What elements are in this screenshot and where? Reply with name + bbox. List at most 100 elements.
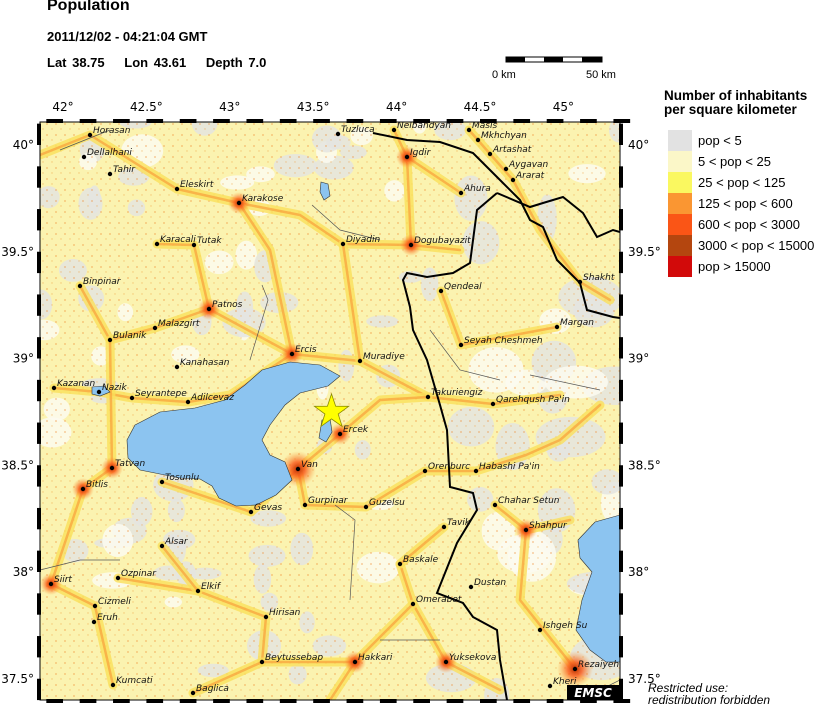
city-dot: [438, 288, 444, 294]
city-marker: Takuriengiz: [425, 388, 483, 400]
frame-tick: [619, 379, 623, 402]
city-marker: Hakkari: [352, 653, 393, 665]
city-label: Kazanan: [57, 379, 96, 389]
city-dot: [487, 151, 493, 157]
city-dot: [81, 154, 87, 160]
city-dot: [51, 385, 57, 391]
lon-tick-label: 44°: [386, 100, 407, 114]
scale-end-label: 50 km: [586, 69, 616, 81]
legend-title: Number of inhabitants per square kilomet…: [664, 89, 807, 117]
lat-tick-label-left: 39°: [13, 352, 34, 366]
legend-label: 600 < pop < 3000: [698, 217, 800, 232]
frame-tick: [37, 507, 41, 530]
city-marker: Van: [295, 460, 318, 472]
city-label: Kheri: [553, 677, 577, 687]
province-boundary: [529, 374, 601, 391]
legend-swatch: [668, 130, 692, 151]
city-label: Ishgeh Su: [543, 621, 588, 631]
city-label: Tavik: [447, 518, 471, 528]
legend-item: 5 < pop < 25: [668, 151, 771, 172]
lat-tick-label-left: 38°: [13, 565, 34, 579]
frame-tick: [37, 166, 41, 188]
city-dot: [490, 401, 496, 407]
border-turkey-iran: [401, 192, 508, 700]
province-boundary: [249, 284, 269, 361]
city-marker: Karakose: [236, 194, 284, 206]
frame-tick: [79, 699, 97, 703]
lon-tick-label: 42°: [52, 100, 73, 114]
city-label: Alsar: [164, 537, 189, 547]
legend-item: 3000 < pop < 15000: [668, 235, 814, 256]
frame-tick: [619, 209, 623, 231]
city-marker: Aygavan: [503, 160, 549, 172]
city-dot: [206, 306, 212, 312]
frame-tick: [146, 699, 164, 703]
frame-tick: [37, 678, 41, 701]
city-label: Igdir: [410, 148, 432, 158]
city-label: Seyah Cheshmeh: [464, 336, 543, 346]
city-marker: Shakht: [577, 273, 615, 285]
frame-tick: [213, 699, 230, 703]
lon-tick-label: 43°: [219, 100, 240, 114]
city-marker: Tatvan: [109, 459, 145, 471]
frame-tick: [379, 699, 397, 703]
city-marker: Chahar Setun: [492, 496, 560, 508]
city-dot: [92, 603, 98, 609]
city-dot: [110, 682, 116, 688]
frame-tick: [446, 699, 464, 703]
road: [518, 528, 577, 671]
frame-tick: [513, 699, 531, 703]
city-dot: [397, 561, 403, 567]
lat-tick-label-left: 37.5°: [1, 672, 34, 686]
city-marker: Tosunlu: [159, 473, 199, 485]
legend-label: 25 < pop < 125: [698, 175, 786, 190]
road: [341, 242, 362, 363]
city-marker: Tahir: [107, 165, 136, 177]
city-marker: Orenburc: [422, 462, 470, 474]
frame-tick: [37, 465, 41, 487]
lat-tick-label-right: 39.5°: [628, 245, 660, 259]
city-dot: [404, 154, 410, 160]
border-turkey-armenia-azerbaijan: [372, 132, 620, 319]
city-dot: [109, 465, 115, 471]
city-marker: Siirt: [48, 575, 72, 587]
frame-tick: [279, 119, 297, 123]
city-marker: Yuksekova: [443, 653, 496, 665]
city-label: Diyadin: [346, 235, 380, 245]
city-label: Dellalhani: [87, 148, 132, 158]
city-label: Gevas: [254, 503, 282, 513]
city-dot: [391, 127, 397, 133]
city-marker: Omerabet: [410, 595, 462, 607]
frame-tick: [246, 699, 264, 703]
frame-tick: [613, 119, 631, 123]
city-dot: [458, 342, 464, 348]
city-label: Bulanik: [113, 331, 147, 341]
city-marker: Adilcevaz: [185, 393, 234, 405]
road: [398, 562, 502, 692]
city-dot: [263, 614, 269, 620]
city-marker: Alsar: [159, 537, 189, 549]
city-marker: Elkif: [195, 582, 222, 594]
frame-tick: [37, 294, 41, 316]
city-dot: [48, 581, 54, 587]
city-label: Ararat: [515, 171, 545, 181]
event-datetime: 2011/12/02 - 04:21:04 GMT: [47, 29, 208, 44]
city-label: Ercis: [295, 345, 317, 355]
city-label: Hirisan: [269, 608, 301, 618]
city-label: Tosunlu: [165, 473, 199, 483]
legend-item: 125 < pop < 600: [668, 193, 793, 214]
lake-van: [126, 361, 341, 507]
city-dot: [174, 186, 180, 192]
city-dot: [468, 584, 474, 590]
city-dot: [96, 389, 102, 395]
lat-tick-label-right: 38°: [628, 565, 649, 579]
city-marker: Dogubayazit: [408, 236, 471, 248]
legend-swatch: [668, 172, 692, 193]
city-dot: [523, 527, 529, 533]
city-dot: [302, 502, 308, 508]
city-dot: [159, 543, 165, 549]
lon-tick-label: 42.5°: [130, 100, 163, 114]
frame-tick: [619, 166, 623, 188]
city-label: Dogubayazit: [414, 236, 471, 246]
small-lake: [319, 181, 331, 201]
